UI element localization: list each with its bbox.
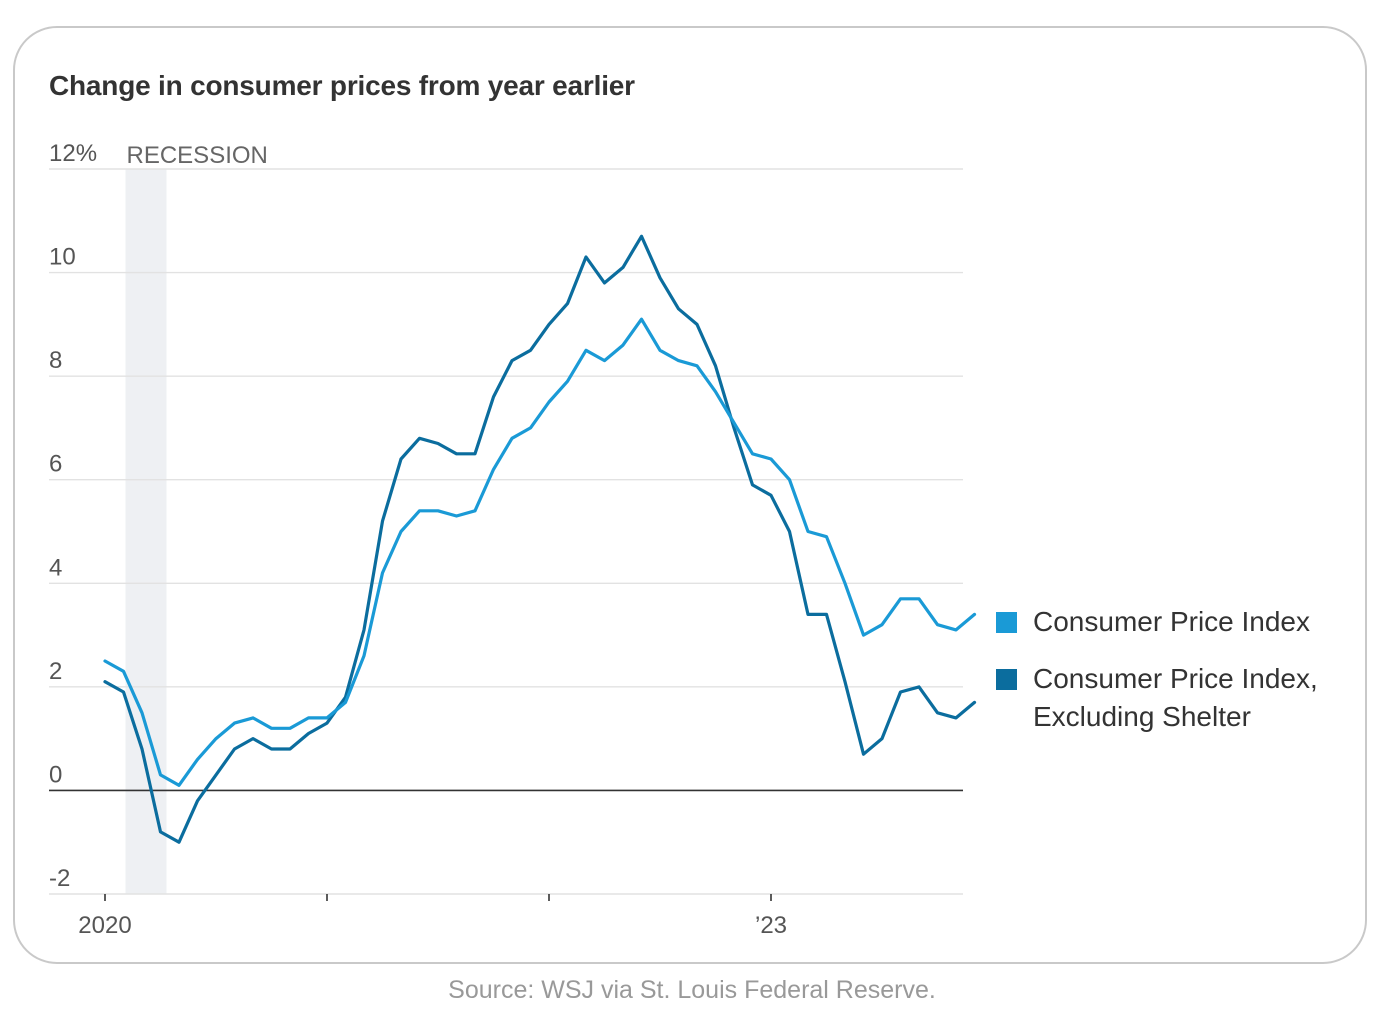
source-note: Source: WSJ via St. Louis Federal Reserv… xyxy=(448,976,936,1004)
y-tick-label: -2 xyxy=(49,865,70,892)
y-tick-label: 6 xyxy=(49,451,62,478)
legend: Consumer Price Index Consumer Price Inde… xyxy=(996,603,1373,755)
recession-label: RECESSION xyxy=(127,142,268,169)
chart-card xyxy=(13,26,1367,964)
y-tick-label: 12% xyxy=(49,140,97,167)
recession-band xyxy=(125,169,167,894)
y-tick-label: 10 xyxy=(49,244,76,271)
x-tick-label: 2020 xyxy=(78,912,131,939)
legend-label-cpi-ex-shelter: Consumer Price Index, Excluding Shelter xyxy=(1033,663,1318,732)
y-tick-label: 4 xyxy=(49,554,62,581)
series-line-cpi-ex-shelter xyxy=(103,234,977,844)
x-tick-label: ’23 xyxy=(755,912,787,939)
series-line-cpi xyxy=(103,317,977,787)
y-tick-label: 8 xyxy=(49,347,62,374)
y-tick-label: 2 xyxy=(49,658,62,685)
y-tick-label: 0 xyxy=(49,761,62,788)
legend-swatch-cpi-ex-shelter xyxy=(996,669,1017,690)
legend-item-cpi: Consumer Price Index xyxy=(996,603,1373,641)
chart-title: Change in consumer prices from year earl… xyxy=(49,70,635,101)
legend-label-cpi: Consumer Price Index xyxy=(1033,606,1311,637)
legend-item-cpi-ex-shelter: Consumer Price Index, Excluding Shelter xyxy=(996,660,1373,736)
legend-swatch-cpi xyxy=(996,612,1017,633)
